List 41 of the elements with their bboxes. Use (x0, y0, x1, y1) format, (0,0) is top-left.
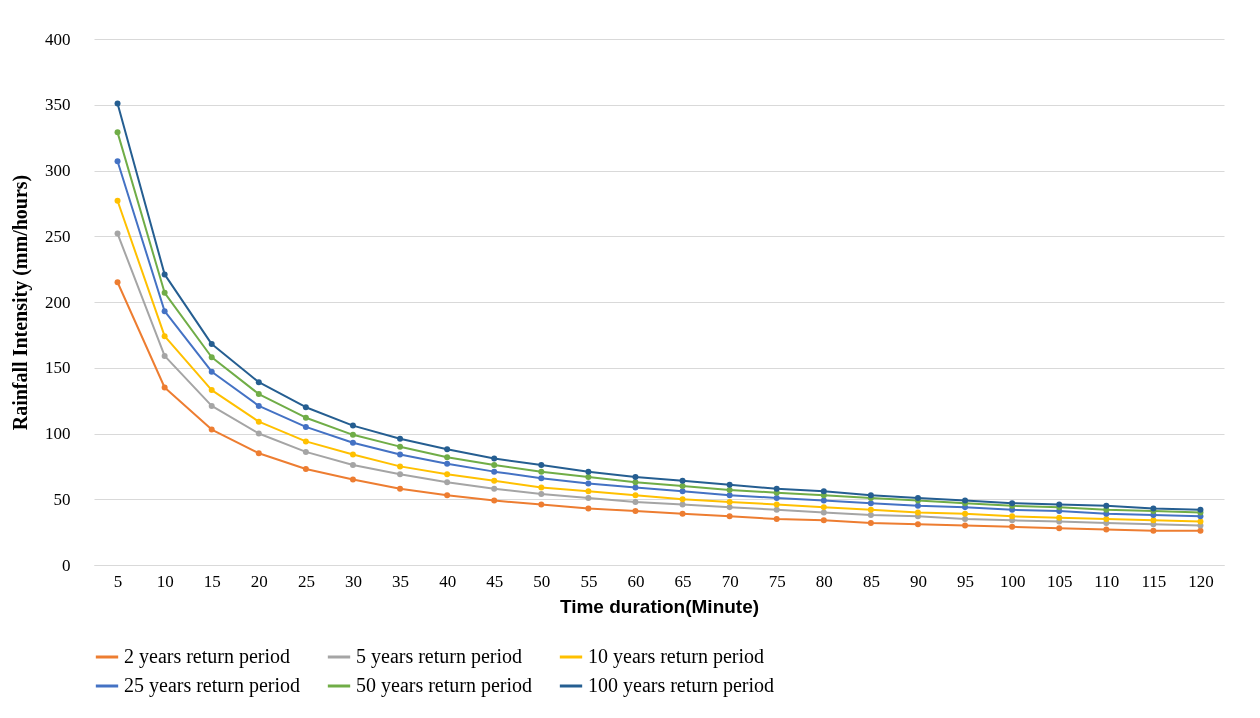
x-tick-label: 60 (627, 571, 645, 591)
x-tick-label: 40 (439, 571, 457, 591)
y-axis-title: Rainfall Intensity (mm/hours) (9, 174, 32, 431)
y-tick-label: 250 (45, 226, 71, 246)
x-tick-label: 25 (297, 571, 315, 591)
x-tick-label: 90 (909, 571, 927, 591)
x-tick-label: 85 (862, 571, 880, 591)
legend-label: 2 years return period (124, 645, 291, 668)
y-tick-label: 350 (45, 95, 71, 115)
x-tick-label: 110 (1094, 571, 1120, 591)
legend-label: 100 years return period (588, 674, 775, 697)
x-tick-label: 100 (999, 571, 1026, 591)
legend-label: 5 years return period (356, 645, 523, 668)
x-tick-label: 75 (768, 571, 786, 591)
y-tick-label: 150 (45, 358, 71, 378)
x-tick-label: 55 (580, 571, 598, 591)
x-tick-label: 65 (674, 571, 692, 591)
y-tick-label: 400 (45, 29, 71, 49)
x-tick-label: 5 (113, 571, 123, 591)
x-tick-label: 10 (156, 571, 174, 591)
y-tick-label: 0 (62, 555, 71, 575)
x-tick-label: 20 (250, 571, 268, 591)
y-tick-label: 200 (45, 292, 71, 312)
x-tick-label: 115 (1141, 571, 1167, 591)
legend-label: 10 years return period (588, 645, 765, 668)
y-tick-label: 100 (45, 424, 71, 443)
x-tick-label: 120 (1188, 571, 1214, 591)
x-tick-label: 105 (1046, 571, 1073, 591)
x-tick-label: 80 (815, 571, 833, 591)
x-tick-label: 70 (721, 571, 739, 591)
x-tick-label: 95 (957, 571, 975, 591)
legend-label: 50 years return period (356, 674, 533, 697)
x-tick-label: 30 (344, 571, 362, 591)
x-tick-label: 35 (392, 571, 410, 591)
y-tick-label: 300 (45, 161, 71, 180)
x-axis-title: Time duration(Minute) (559, 595, 760, 617)
legend-label: 25 years return period (124, 674, 301, 697)
x-tick-label: 15 (203, 571, 221, 591)
x-tick-label: 50 (533, 571, 551, 591)
x-tick-label: 45 (486, 571, 504, 591)
y-tick-label: 50 (53, 489, 71, 509)
